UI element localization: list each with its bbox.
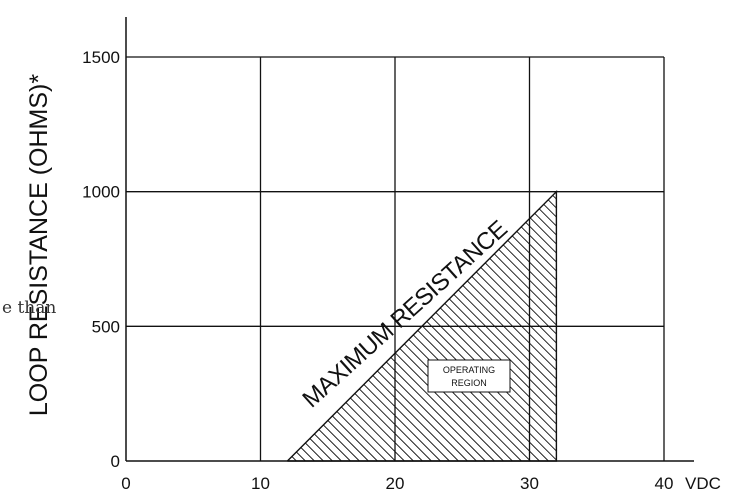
hatch-line bbox=[476, 191, 557, 461]
y-axis-label: LOOP RESISTANCE (OHMS)* bbox=[25, 74, 53, 416]
x-tick-40: 40 bbox=[655, 474, 674, 493]
operating-region-label-line2: REGION bbox=[451, 378, 487, 388]
hatch-line bbox=[503, 191, 557, 461]
x-tick-labels: 0 10 20 30 40 bbox=[121, 474, 673, 493]
y-tick-labels: 0 500 1000 1500 bbox=[82, 48, 120, 471]
x-tick-10: 10 bbox=[251, 474, 270, 493]
stray-text-fragment: e than bbox=[2, 298, 56, 318]
x-axis-unit-label: VDC bbox=[685, 474, 721, 493]
x-tick-0: 0 bbox=[121, 474, 130, 493]
y-tick-1500: 1500 bbox=[82, 48, 120, 67]
hatch-line bbox=[287, 191, 414, 461]
grid-lines bbox=[126, 56, 665, 461]
operating-region-box: OPERATING REGION bbox=[427, 359, 511, 393]
hatch-line bbox=[287, 191, 405, 461]
x-tick-20: 20 bbox=[386, 474, 405, 493]
hatch-line bbox=[287, 191, 387, 461]
hatch-line bbox=[485, 191, 557, 461]
y-tick-0: 0 bbox=[111, 452, 120, 471]
operating-region-label-line1: OPERATING bbox=[443, 365, 495, 375]
hatch-line bbox=[287, 191, 396, 461]
y-tick-500: 500 bbox=[92, 317, 120, 336]
y-tick-1000: 1000 bbox=[82, 183, 120, 202]
hatch-line bbox=[494, 191, 557, 461]
hatch-line bbox=[467, 191, 557, 461]
x-tick-30: 30 bbox=[520, 474, 539, 493]
axes bbox=[125, 17, 694, 462]
